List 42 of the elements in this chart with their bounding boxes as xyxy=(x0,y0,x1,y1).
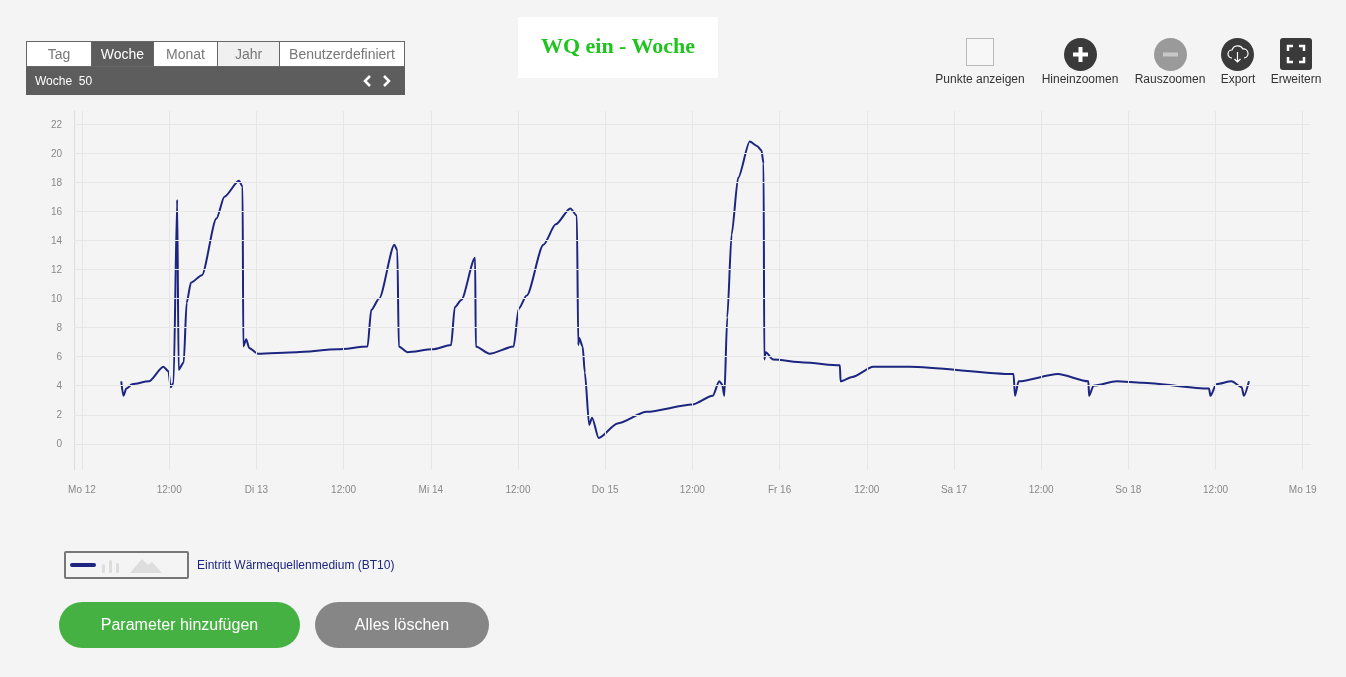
text: Alles löschen xyxy=(315,602,489,648)
x-tick-label: Sa 17 xyxy=(940,483,968,495)
text: Monat xyxy=(153,41,218,67)
x-tick-label: 12:00 xyxy=(679,483,706,495)
x-tick-label: 12:00 xyxy=(505,483,531,495)
text: Parameter hinzufügen xyxy=(59,602,300,648)
text: Eintritt Wärmequellenmedium (BT10) xyxy=(197,558,395,572)
x-tick-label: 12:00 xyxy=(1203,483,1229,495)
x-tick-label: Do 15 xyxy=(591,483,619,495)
x-tick-label: Di 13 xyxy=(244,483,269,495)
chart-title: WQ ein - Woche xyxy=(518,17,718,78)
y-tick-label: 18 xyxy=(50,176,63,188)
text: Woche 50 xyxy=(26,67,405,95)
y-tick-label: 20 xyxy=(50,147,63,159)
text: Hineinzoomen xyxy=(1041,72,1119,86)
text: Punkte anzeigen xyxy=(934,72,1026,86)
y-tick-label: 10 xyxy=(50,292,63,304)
x-tick-label: 12:00 xyxy=(156,483,183,495)
text: Woche xyxy=(91,41,154,67)
x-tick-label: So 18 xyxy=(1115,483,1142,495)
x-tick-label: Mi 14 xyxy=(418,483,444,495)
text: Jahr xyxy=(217,41,280,67)
text: Erweitern xyxy=(1270,72,1322,86)
text: Rauszoomen xyxy=(1134,72,1206,86)
y-tick-label: 0 xyxy=(56,438,63,450)
x-tick-label: Fr 16 xyxy=(767,483,792,495)
x-tick-label: 12:00 xyxy=(1028,483,1055,495)
y-tick-label: 12 xyxy=(50,263,63,275)
text: Export xyxy=(1220,72,1256,86)
y-tick-label: 2 xyxy=(56,409,63,421)
text: Tag xyxy=(26,41,92,67)
y-tick-label: 14 xyxy=(50,234,63,246)
x-tick-label: Mo 19 xyxy=(1288,483,1318,495)
y-tick-label: 6 xyxy=(56,351,63,363)
x-tick-label: 12:00 xyxy=(854,483,880,495)
x-tick-label: 12:00 xyxy=(331,483,357,495)
y-tick-label: 8 xyxy=(56,322,63,334)
y-tick-label: 16 xyxy=(50,205,63,217)
text: Benutzerdefiniert xyxy=(279,41,405,67)
y-tick-label: 22 xyxy=(50,118,63,130)
x-tick-label: Mo 12 xyxy=(68,483,97,495)
y-tick-label: 4 xyxy=(56,380,63,392)
